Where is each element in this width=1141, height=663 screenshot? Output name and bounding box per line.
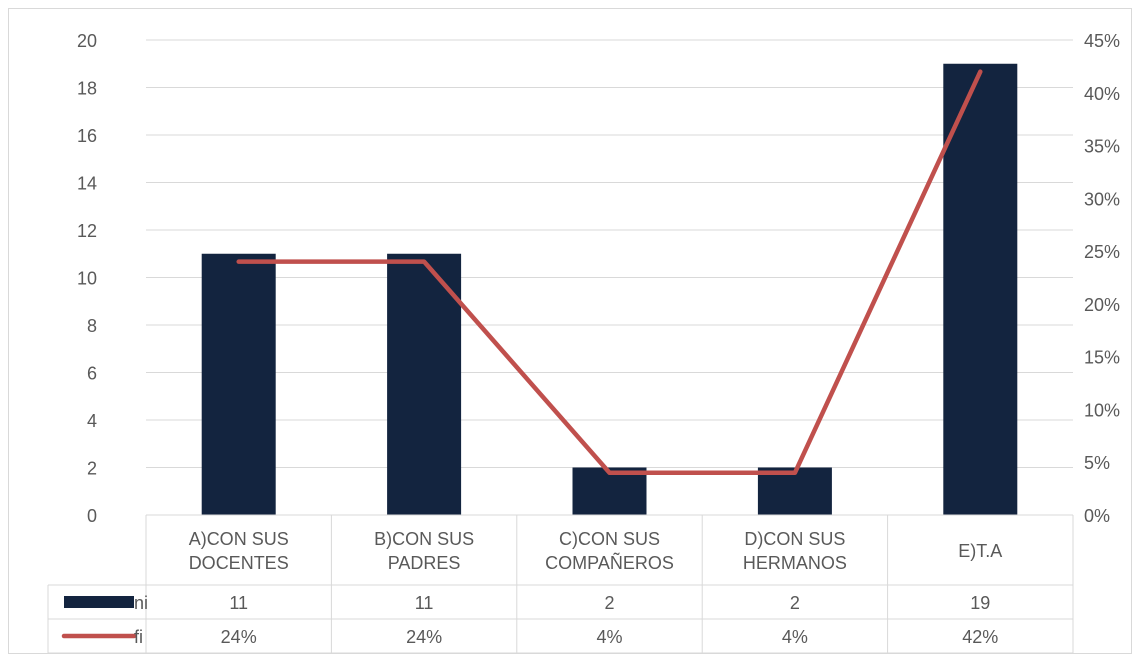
- bar: [201, 253, 276, 515]
- bar: [572, 467, 647, 515]
- left-tick-label: 0: [87, 506, 97, 526]
- category-label: COMPAÑEROS: [545, 552, 674, 573]
- bar: [757, 467, 832, 515]
- legend-label-ni: ni: [134, 593, 148, 613]
- table-value-fi: 4%: [782, 627, 808, 647]
- left-tick-label: 4: [87, 411, 97, 431]
- left-tick-label: 6: [87, 364, 97, 384]
- left-axis: 0 2 4 6 8 10 12 14 16 18 20: [77, 31, 97, 526]
- category-label: C)CON SUS: [559, 529, 660, 549]
- left-tick-label: 12: [77, 221, 97, 241]
- right-tick-label: 5%: [1084, 453, 1110, 473]
- gridlines: [146, 39, 1073, 516]
- right-axis: 0% 5% 10% 15% 20% 25% 30% 35% 40% 45%: [1084, 31, 1120, 526]
- left-tick-label: 18: [77, 79, 97, 99]
- line-path: [236, 69, 983, 476]
- left-tick-label: 20: [77, 31, 97, 51]
- table-value-fi: 24%: [221, 627, 257, 647]
- table-value-fi: 24%: [406, 627, 442, 647]
- left-tick-label: 16: [77, 126, 97, 146]
- bar-series-ni: [201, 63, 1018, 515]
- category-label: PADRES: [388, 553, 461, 573]
- right-tick-label: 40%: [1084, 84, 1120, 104]
- category-label: E)T.A: [958, 541, 1002, 561]
- table-value-ni: 11: [229, 593, 248, 613]
- left-tick-label: 2: [87, 459, 97, 479]
- left-tick-label: 8: [87, 316, 97, 336]
- table-value-ni: 11: [415, 593, 434, 613]
- right-tick-label: 15%: [1084, 348, 1120, 368]
- line-series-fi: [236, 69, 983, 476]
- right-tick-label: 20%: [1084, 295, 1120, 315]
- left-tick-label: 14: [77, 174, 97, 194]
- table-value-fi: 4%: [596, 627, 622, 647]
- table-value-ni: 2: [790, 593, 800, 613]
- category-label: DOCENTES: [189, 553, 289, 573]
- category-label: A)CON SUS: [189, 529, 289, 549]
- category-label: B)CON SUS: [374, 529, 474, 549]
- category-label: HERMANOS: [743, 553, 847, 573]
- table-value-ni: 19: [970, 593, 990, 613]
- bar: [943, 63, 1018, 515]
- legend-label-fi: fi: [134, 627, 143, 647]
- right-tick-label: 45%: [1084, 31, 1120, 51]
- legend-key-ni: [64, 596, 134, 608]
- left-tick-label: 10: [77, 269, 97, 289]
- table-value-ni: 2: [604, 593, 614, 613]
- right-tick-label: 30%: [1084, 189, 1120, 209]
- right-tick-label: 25%: [1084, 242, 1120, 262]
- data-table: A)CON SUS DOCENTES B)CON SUS PADRES C)CON SU…: [47, 514, 1074, 654]
- right-tick-label: 0%: [1084, 506, 1110, 526]
- right-tick-label: 10%: [1084, 400, 1120, 420]
- category-label: D)CON SUS: [744, 529, 845, 549]
- bar: [387, 253, 462, 515]
- right-tick-label: 35%: [1084, 137, 1120, 157]
- table-value-fi: 42%: [962, 627, 998, 647]
